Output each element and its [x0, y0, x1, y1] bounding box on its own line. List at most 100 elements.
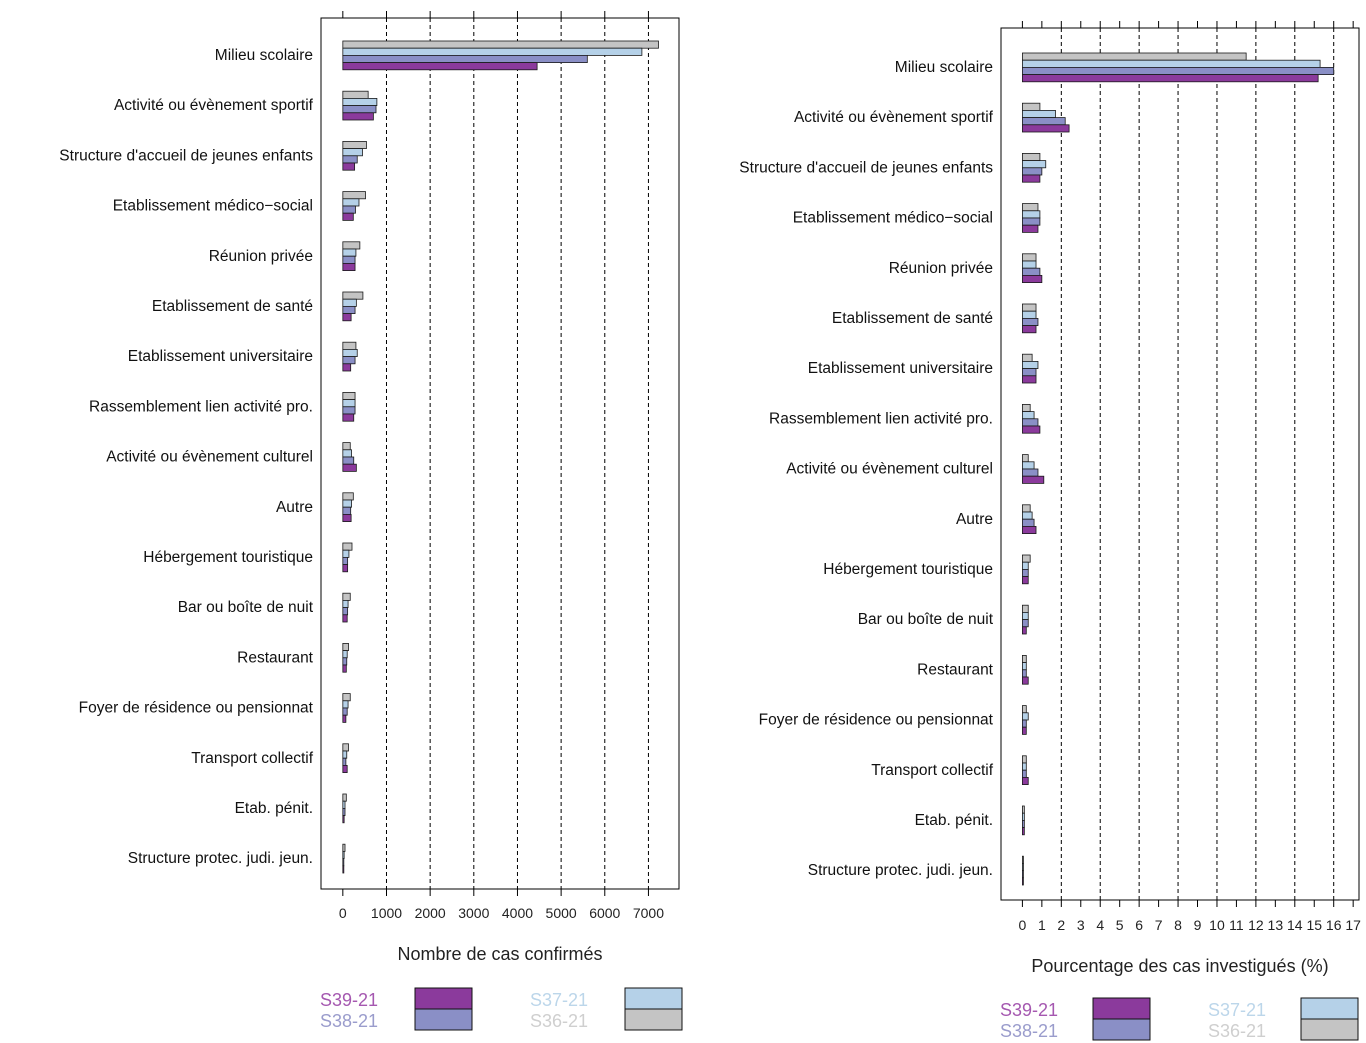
bar-s38-21 [1022, 67, 1335, 76]
bar-s36-21 [342, 793, 347, 802]
bar-s37-21 [1022, 561, 1029, 570]
legend-label: S39-21 [320, 990, 378, 1010]
bar-s36-21 [342, 743, 349, 752]
x-tick-label: 2 [1057, 917, 1065, 933]
bar-s39-21 [342, 313, 352, 322]
bar-s38-21 [342, 657, 348, 666]
category-label: Etablissement de santé [832, 310, 993, 327]
bar-s39-21 [1022, 375, 1037, 384]
bar-s36-21 [1022, 303, 1037, 312]
bar-s36-21 [342, 843, 346, 852]
bar-s39-21 [1022, 726, 1027, 735]
category-label: Réunion privée [209, 248, 313, 265]
bar-s39-21 [1022, 425, 1041, 434]
x-tick-label: 4000 [502, 905, 533, 921]
legend-swatch [1300, 997, 1359, 1020]
bar-s37-21 [342, 851, 345, 860]
bar-s37-21 [1022, 863, 1024, 872]
x-tick-label: 1000 [371, 905, 402, 921]
bar-s39-21 [1022, 124, 1070, 133]
bar-s39-21 [342, 262, 356, 271]
bar-s37-21 [1022, 812, 1025, 821]
bar-s36-21 [1022, 755, 1027, 764]
category-label: Bar ou boîte de nuit [858, 611, 994, 628]
category-label: Autre [276, 499, 313, 516]
bar-s38-21 [342, 305, 356, 314]
bar-s39-21 [342, 614, 348, 623]
bar-s39-21 [1022, 777, 1029, 786]
bar-s36-21 [342, 341, 357, 350]
bar-s38-21 [1022, 769, 1027, 778]
x-tick-label: 5 [1116, 917, 1124, 933]
bar-s37-21 [1022, 662, 1027, 671]
x-tick-label: 6000 [589, 905, 620, 921]
bar-s39-21 [1022, 676, 1029, 685]
category-label: Rassemblement lien activité pro. [769, 410, 993, 427]
legend-label: S37-21 [1208, 1000, 1266, 1020]
bar-s38-21 [1022, 719, 1027, 728]
bar-s39-21 [342, 815, 345, 824]
bar-s37-21 [1022, 612, 1029, 621]
legend-swatch [1092, 997, 1151, 1020]
legend-swatch [1300, 1018, 1359, 1041]
bar-s38-21 [342, 607, 349, 616]
bar-s36-21 [1022, 52, 1247, 61]
legend-label: S38-21 [320, 1011, 378, 1031]
x-tick-label: 3000 [458, 905, 489, 921]
bar-s38-21 [342, 506, 352, 515]
bar-s36-21 [342, 592, 351, 601]
x-tick-label: 4 [1096, 917, 1104, 933]
x-tick-label: 8 [1174, 917, 1182, 933]
bar-s37-21 [342, 98, 378, 107]
x-tick-label: 0 [1019, 917, 1027, 933]
bar-s39-21 [342, 212, 354, 221]
bar-s36-21 [1022, 102, 1041, 111]
bar-s36-21 [1022, 353, 1033, 362]
bar-s37-21 [342, 148, 363, 157]
bar-s39-21 [342, 162, 356, 171]
bar-s38-21 [1022, 518, 1035, 527]
bar-s37-21 [1022, 712, 1029, 721]
bar-s37-21 [1022, 411, 1035, 420]
bar-s37-21 [1022, 310, 1037, 319]
bar-s37-21 [342, 399, 356, 408]
bar-s38-21 [1022, 368, 1037, 377]
x-tick-label: 12 [1248, 917, 1264, 933]
plot-frame [1000, 27, 1360, 901]
bar-s37-21 [1022, 511, 1033, 520]
legend-label: S37-21 [530, 990, 588, 1010]
bar-s38-21 [342, 808, 346, 817]
bar-s38-21 [342, 55, 588, 64]
bar-s37-21 [342, 800, 346, 809]
legend-swatch [414, 987, 473, 1010]
x-tick-label: 2000 [415, 905, 446, 921]
x-tick-label: 17 [1345, 917, 1361, 933]
category-label: Transport collectif [871, 762, 993, 779]
legend-label: S36-21 [530, 1011, 588, 1031]
bar-s39-21 [342, 714, 347, 723]
bar-s38-21 [1022, 117, 1066, 126]
bar-s36-21 [1022, 152, 1041, 161]
category-label: Etablissement universitaire [128, 348, 313, 365]
category-label: Activité ou évènement sportif [794, 109, 994, 126]
plot-frame [320, 17, 680, 890]
bar-s39-21 [342, 765, 348, 774]
bar-s39-21 [1022, 526, 1037, 535]
bar-s37-21 [342, 549, 350, 558]
bar-s39-21 [342, 62, 538, 71]
bar-s39-21 [1022, 475, 1045, 484]
bar-s37-21 [1022, 461, 1035, 470]
bar-s38-21 [1022, 820, 1025, 829]
bar-s38-21 [342, 557, 349, 566]
bar-s36-21 [1022, 554, 1031, 563]
bar-s38-21 [342, 456, 355, 465]
bar-s37-21 [1022, 762, 1027, 771]
bar-s39-21 [1022, 877, 1024, 886]
bar-s37-21 [342, 750, 348, 759]
category-label: Restaurant [917, 661, 994, 678]
x-tick-label: 9 [1194, 917, 1202, 933]
legend-label: S38-21 [1000, 1021, 1058, 1041]
